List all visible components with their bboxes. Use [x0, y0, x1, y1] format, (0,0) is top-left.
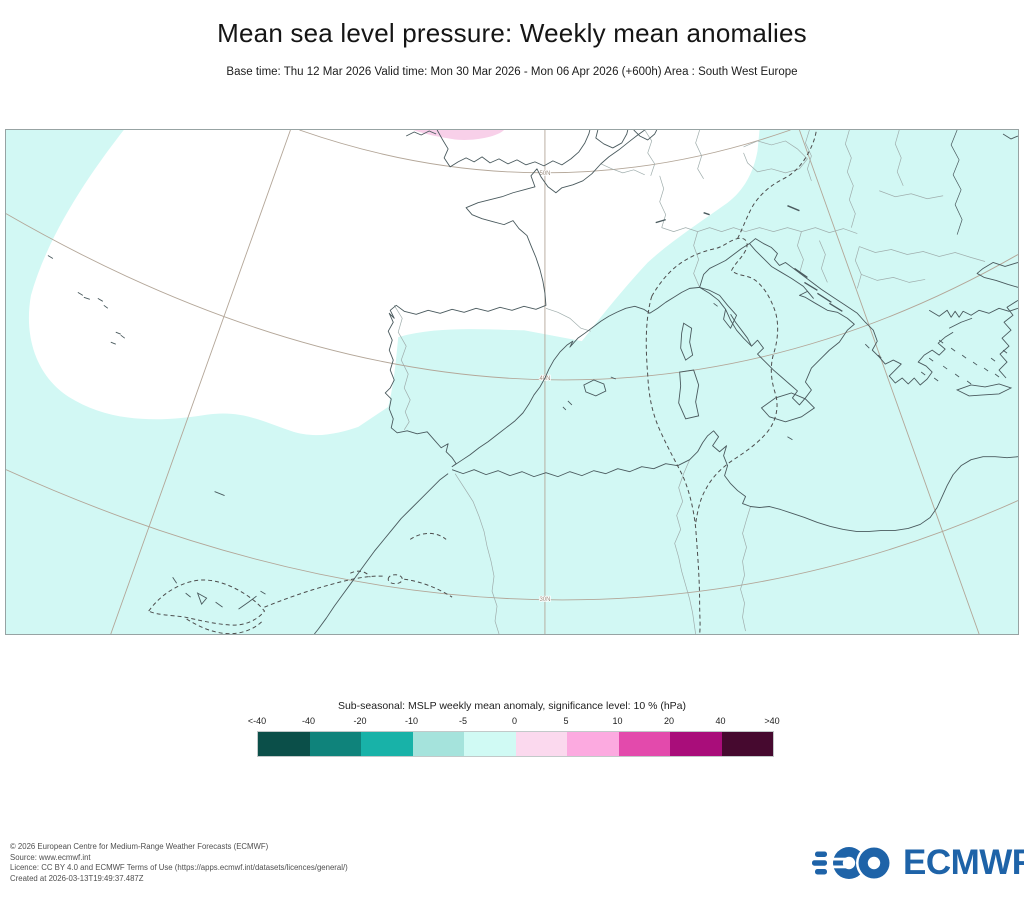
legend-tick: -5 — [458, 716, 468, 726]
weather-map: 50N 40N 30N — [6, 130, 1018, 634]
colorbar-cell — [361, 732, 413, 756]
page-title: Mean sea level pressure: Weekly mean ano… — [217, 18, 807, 48]
footer-licence: Licence: CC BY 4.0 and ECMWF Terms of Us… — [10, 863, 348, 873]
graticule — [6, 130, 1018, 634]
map-panel: 50N 40N 30N — [5, 129, 1019, 635]
footer-source: Source: www.ecmwf.int — [10, 852, 91, 862]
colorbar-cell — [567, 732, 619, 756]
colorbar-cell — [721, 732, 773, 756]
ecmwf-logo: ECMWF — [812, 844, 1024, 882]
ecmwf-logo-icon — [812, 845, 892, 881]
colorbar-cell — [412, 732, 464, 756]
map-positive-anomaly-patch — [413, 130, 505, 140]
legend-tick: 20 — [663, 716, 675, 726]
legend-tick: <-40 — [247, 716, 267, 726]
legend-tick: -20 — [353, 716, 367, 726]
colorbar-cell — [258, 732, 310, 756]
legend-tick: 10 — [612, 716, 623, 726]
footer-created: Created at 2026-03-13T19:49:37.487Z — [10, 873, 144, 883]
colorbar-cell — [515, 732, 567, 756]
colorbar-cell — [670, 732, 722, 756]
footer-attribution: © 2026 European Centre for Medium-Range … — [10, 842, 348, 884]
graticule-label-30n: 30N — [539, 597, 550, 603]
colorbar-cell — [618, 732, 670, 756]
legend-tick: 40 — [715, 716, 726, 726]
legend-colorbar — [257, 731, 774, 757]
ecmwf-logo-text: ECMWF — [903, 843, 1024, 882]
footer-copyright: © 2026 European Centre for Medium-Range … — [10, 842, 269, 851]
legend-tick: 0 — [511, 716, 518, 726]
legend-tick: -10 — [404, 716, 419, 726]
map-nonsignificant-region — [28, 130, 760, 436]
country-borders — [393, 130, 986, 634]
colorbar-cell — [309, 732, 361, 756]
graticule-label-50n: 50N — [539, 171, 550, 177]
graticule-label-40n: 40N — [539, 376, 550, 382]
legend-title: Sub-seasonal: MSLP weekly mean anomaly, … — [337, 700, 687, 712]
coastlines — [314, 130, 1018, 634]
significance-contours — [147, 130, 817, 634]
legend-tick: 5 — [563, 716, 569, 726]
legend-tick: -40 — [301, 716, 316, 726]
colorbar-cell — [464, 732, 516, 756]
legend-tick: >40 — [764, 716, 780, 726]
plot-subtitle: Base time: Thu 12 Mar 2026 Valid time: M… — [226, 66, 798, 78]
